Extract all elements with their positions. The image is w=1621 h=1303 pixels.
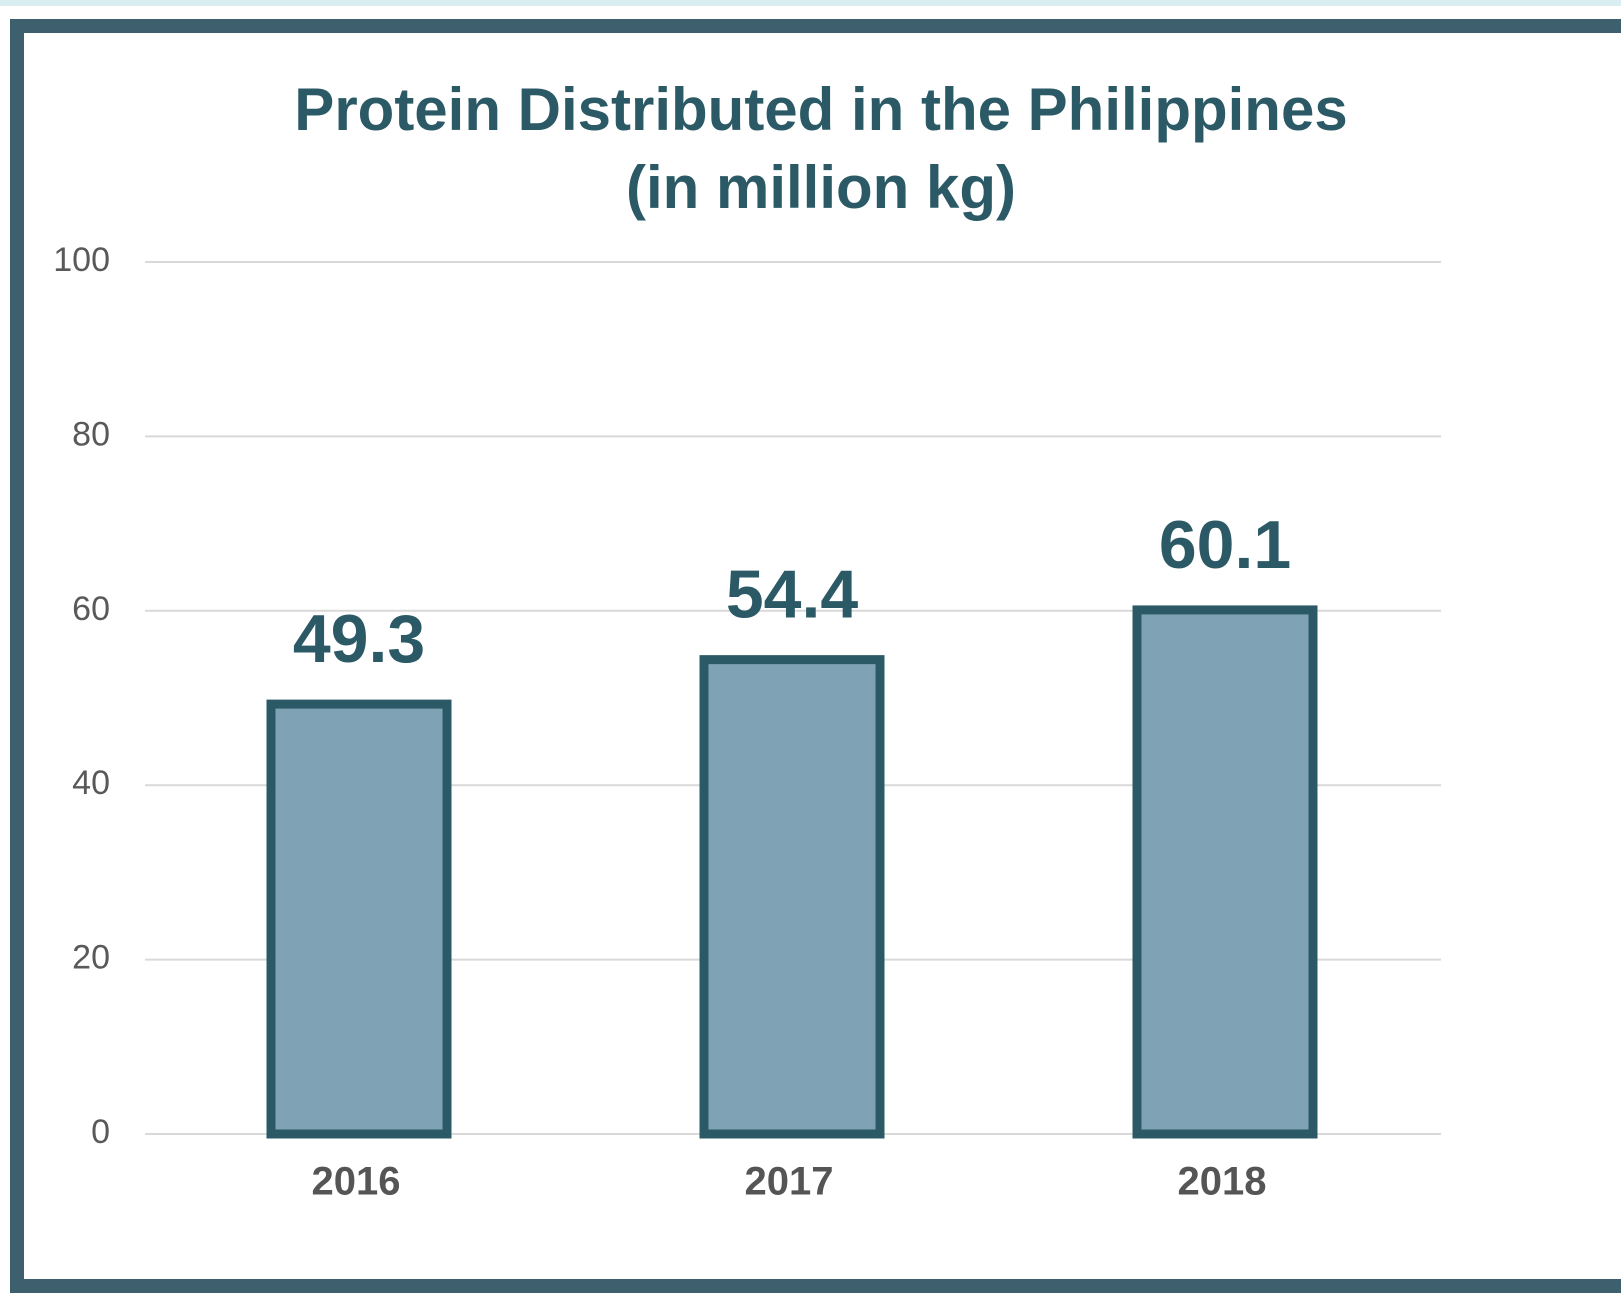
data-label: 54.4 — [726, 557, 859, 633]
chart-title: (in million kg) — [626, 154, 1016, 221]
bar — [266, 699, 452, 1139]
x-tick-label: 2016 — [312, 1160, 401, 1204]
data-label: 49.3 — [293, 601, 425, 677]
y-tick-label: 80 — [72, 415, 110, 453]
y-tick-label: 20 — [72, 939, 110, 977]
y-tick-label: 60 — [72, 590, 110, 628]
data-label: 60.1 — [1159, 507, 1291, 583]
bar — [1132, 605, 1318, 1139]
bar — [699, 655, 885, 1139]
y-tick-label: 0 — [91, 1113, 110, 1151]
chart-title: Protein Distributed in the Philippines — [294, 76, 1347, 143]
y-tick-label: 100 — [53, 241, 110, 279]
x-tick-label: 2017 — [745, 1160, 834, 1204]
x-tick-label: 2018 — [1178, 1160, 1267, 1204]
top-strip — [0, 0, 1621, 6]
y-tick-label: 40 — [72, 764, 110, 802]
